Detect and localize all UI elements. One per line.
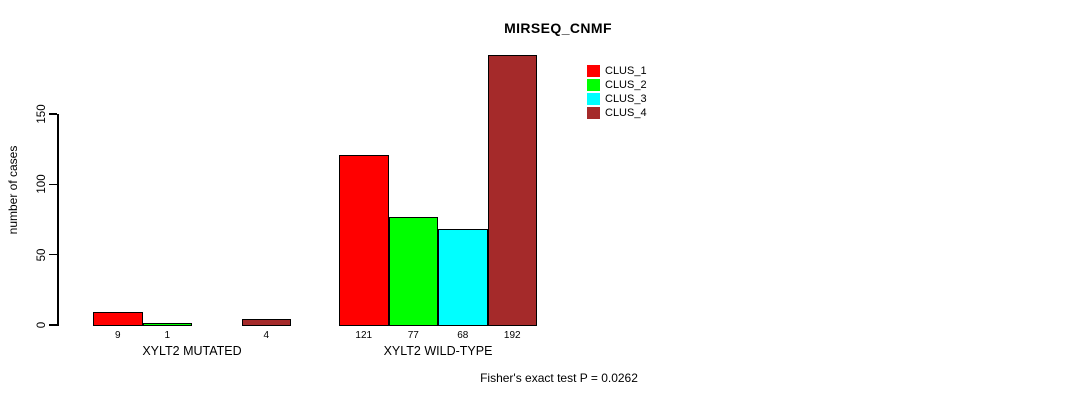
bar-clus_4-group1 (241, 319, 291, 326)
chart-title: MIRSEQ_CNMF (504, 20, 612, 36)
legend-item-clus_4: CLUS_4 (587, 106, 647, 120)
legend-swatch-icon (587, 107, 600, 119)
y-tick-label: 150 (36, 104, 48, 124)
legend-item-clus_1: CLUS_1 (587, 64, 647, 78)
legend-swatch-icon (587, 65, 600, 77)
legend-label: CLUS_4 (605, 106, 647, 119)
bar-clus_2-group1 (142, 323, 192, 326)
bar-value-label: 1 (164, 330, 171, 341)
bar-clus_3-group2 (438, 229, 488, 326)
bar-value-label: 192 (503, 330, 521, 341)
y-tick-mark (49, 113, 57, 115)
group-label-1: XYLT2 MUTATED (142, 344, 242, 358)
bar-value-label: 121 (355, 330, 373, 341)
bar-clus_2-group2 (388, 216, 438, 326)
y-tick-mark (49, 324, 57, 326)
bar-clus_1-group1 (93, 312, 143, 326)
bar-value-label: 4 (263, 330, 270, 341)
legend-label: CLUS_3 (605, 92, 647, 105)
bar-value-label: 9 (114, 330, 121, 341)
legend-swatch-icon (587, 79, 600, 91)
y-tick-label: 0 (36, 321, 48, 329)
y-axis-label: number of cases (6, 145, 20, 235)
legend-item-clus_3: CLUS_3 (587, 92, 647, 106)
legend-label: CLUS_1 (605, 64, 647, 77)
bar-value-label: 68 (457, 330, 469, 341)
bar-value-label: 77 (407, 330, 419, 341)
y-tick-label: 100 (36, 174, 48, 194)
legend-swatch-icon (587, 93, 600, 105)
y-tick-mark (49, 253, 57, 256)
legend: CLUS_1 CLUS_2 CLUS_3 CLUS_4 (587, 64, 647, 120)
annotation-text: Fisher's exact test P = 0.0262 (480, 371, 638, 385)
y-tick-mark (49, 183, 57, 186)
y-tick-label: 50 (36, 248, 48, 262)
bar-clus_1-group2 (339, 154, 389, 326)
legend-item-clus_2: CLUS_2 (587, 78, 647, 92)
y-axis-line (57, 114, 59, 326)
bar-clus_4-group2 (487, 54, 537, 326)
legend-label: CLUS_2 (605, 78, 647, 91)
group-label-2: XYLT2 WILD-TYPE (383, 344, 493, 358)
